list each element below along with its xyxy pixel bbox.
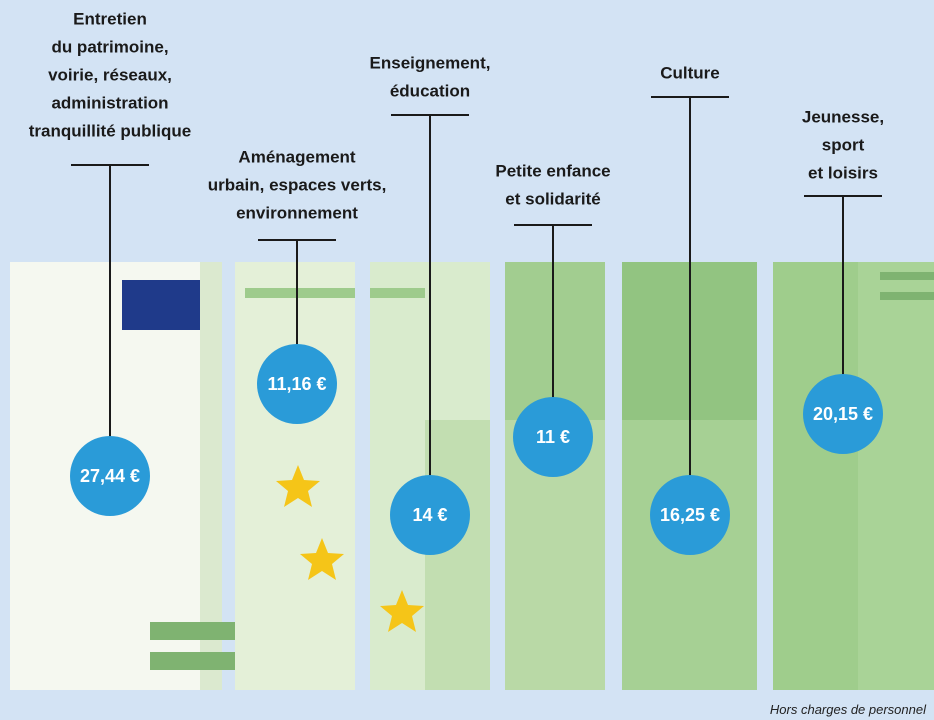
infographic: Hors charges de personnel Entretien du pa…: [0, 0, 934, 720]
item-label: voirie, réseaux,: [48, 65, 172, 84]
banknote-stripe: [245, 288, 355, 298]
amount-label: 20,15 €: [813, 404, 873, 424]
item-label: Enseignement,: [370, 53, 491, 72]
banknote-stripe: [880, 272, 934, 280]
item-label: et loisirs: [808, 163, 878, 182]
item-label: éducation: [390, 81, 470, 100]
item-label: du patrimoine,: [51, 37, 168, 56]
item-label: Culture: [660, 63, 720, 82]
banknote-stripe: [880, 292, 934, 300]
amount-label: 11,16 €: [267, 374, 326, 394]
amount-label: 27,44 €: [80, 466, 140, 486]
amount-label: 16,25 €: [660, 505, 720, 525]
footnote: Hors charges de personnel: [770, 702, 927, 717]
item-label: Entretien: [73, 9, 147, 28]
item-label: administration: [51, 93, 168, 112]
item-label: environnement: [236, 203, 358, 222]
slice-shade: [425, 420, 490, 690]
amount-label: 14 €: [412, 505, 447, 525]
item-label: tranquillité publique: [29, 121, 191, 140]
item-label: urbain, espaces verts,: [208, 175, 387, 194]
item-label: Aménagement: [238, 147, 355, 166]
item-label: et solidarité: [505, 189, 600, 208]
banknote-flag: [122, 280, 200, 330]
item-label: sport: [822, 135, 865, 154]
slice-shade: [858, 262, 934, 690]
item-label: Jeunesse,: [802, 107, 884, 126]
item-label: Petite enfance: [495, 161, 610, 180]
amount-label: 11 €: [536, 427, 570, 447]
banknote-stripe: [370, 288, 425, 298]
